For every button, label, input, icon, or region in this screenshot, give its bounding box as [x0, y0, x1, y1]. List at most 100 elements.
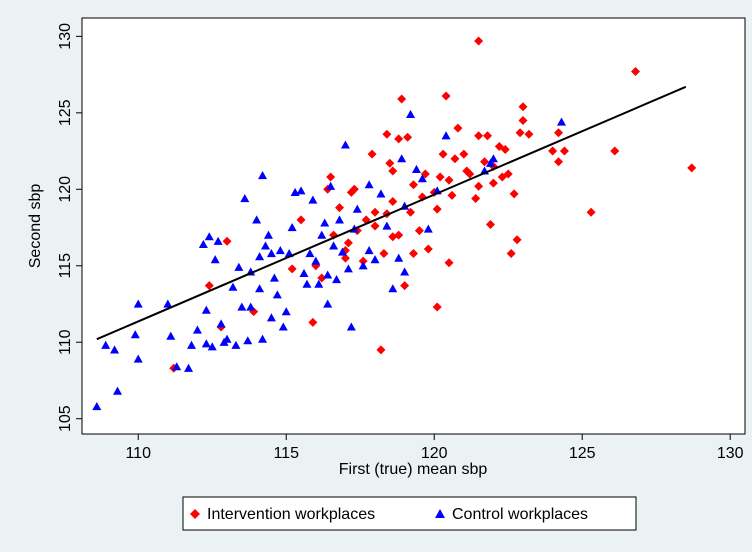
point [376, 345, 386, 355]
point [269, 273, 279, 282]
point [474, 181, 484, 191]
x-axis-label: First (true) mean sbp [339, 461, 488, 478]
point [266, 313, 276, 322]
point [444, 258, 454, 268]
legend-label: Intervention workplaces [207, 506, 375, 523]
point [335, 203, 345, 213]
y-tick-label: 120 [57, 176, 74, 203]
point [417, 174, 427, 183]
point [216, 319, 226, 328]
point [397, 154, 407, 163]
point [240, 193, 250, 203]
point [207, 342, 217, 351]
point [450, 154, 460, 164]
point [485, 158, 495, 167]
point [287, 264, 297, 274]
point [379, 249, 389, 259]
point [296, 186, 306, 195]
point [432, 204, 442, 214]
point [370, 255, 380, 264]
point [349, 184, 359, 194]
x-tick-label: 115 [273, 445, 299, 462]
point [364, 180, 374, 189]
point [281, 307, 291, 316]
point [231, 340, 241, 349]
point [503, 169, 513, 179]
point [201, 339, 211, 348]
point [385, 158, 395, 168]
point [278, 322, 288, 331]
point [394, 134, 404, 144]
legend-marker [435, 509, 445, 518]
point [438, 149, 448, 159]
point [317, 273, 327, 283]
point [485, 219, 495, 229]
point [509, 189, 519, 199]
point [352, 204, 362, 213]
y-tick-label: 105 [57, 405, 74, 432]
legend-label: Control workplaces [452, 506, 588, 523]
point [323, 299, 333, 308]
point [335, 215, 345, 224]
point [308, 317, 318, 327]
point [423, 244, 433, 254]
point [444, 175, 454, 185]
point [243, 336, 253, 345]
point [332, 275, 342, 284]
point [610, 146, 620, 156]
point [548, 146, 558, 156]
point [465, 169, 475, 179]
point [201, 305, 211, 314]
point [222, 334, 232, 343]
point [409, 249, 418, 259]
point [326, 181, 336, 190]
point [364, 245, 374, 255]
point [299, 268, 309, 278]
point [320, 218, 330, 227]
point [163, 299, 173, 308]
point [432, 302, 442, 312]
point [305, 249, 315, 258]
point [554, 157, 564, 167]
point [524, 129, 534, 139]
point [184, 363, 194, 372]
point [92, 401, 102, 411]
point [480, 157, 490, 167]
point [394, 230, 404, 240]
point [370, 221, 380, 231]
point [323, 270, 333, 279]
x-tick-label: 130 [717, 445, 744, 462]
point [204, 281, 214, 291]
point [414, 226, 424, 236]
point [213, 236, 223, 245]
point [210, 255, 220, 264]
point [133, 354, 143, 363]
y-tick-label: 125 [57, 99, 74, 126]
point [255, 252, 265, 261]
fit-line [96, 85, 687, 341]
point [382, 221, 392, 230]
point [559, 146, 569, 156]
point [358, 261, 368, 270]
point [337, 247, 347, 256]
point [358, 256, 368, 266]
point [453, 123, 463, 133]
point [397, 94, 407, 104]
point [198, 239, 208, 248]
point [317, 230, 327, 239]
point [388, 284, 398, 293]
point [403, 132, 413, 142]
point [302, 279, 312, 288]
point [258, 334, 268, 343]
point [346, 322, 356, 331]
point [394, 253, 404, 262]
point [110, 345, 120, 354]
point [252, 215, 262, 224]
point [382, 129, 392, 139]
point [687, 163, 697, 173]
point [166, 331, 176, 340]
point [388, 197, 398, 207]
point [204, 232, 214, 241]
point [447, 190, 457, 200]
point [630, 67, 640, 77]
